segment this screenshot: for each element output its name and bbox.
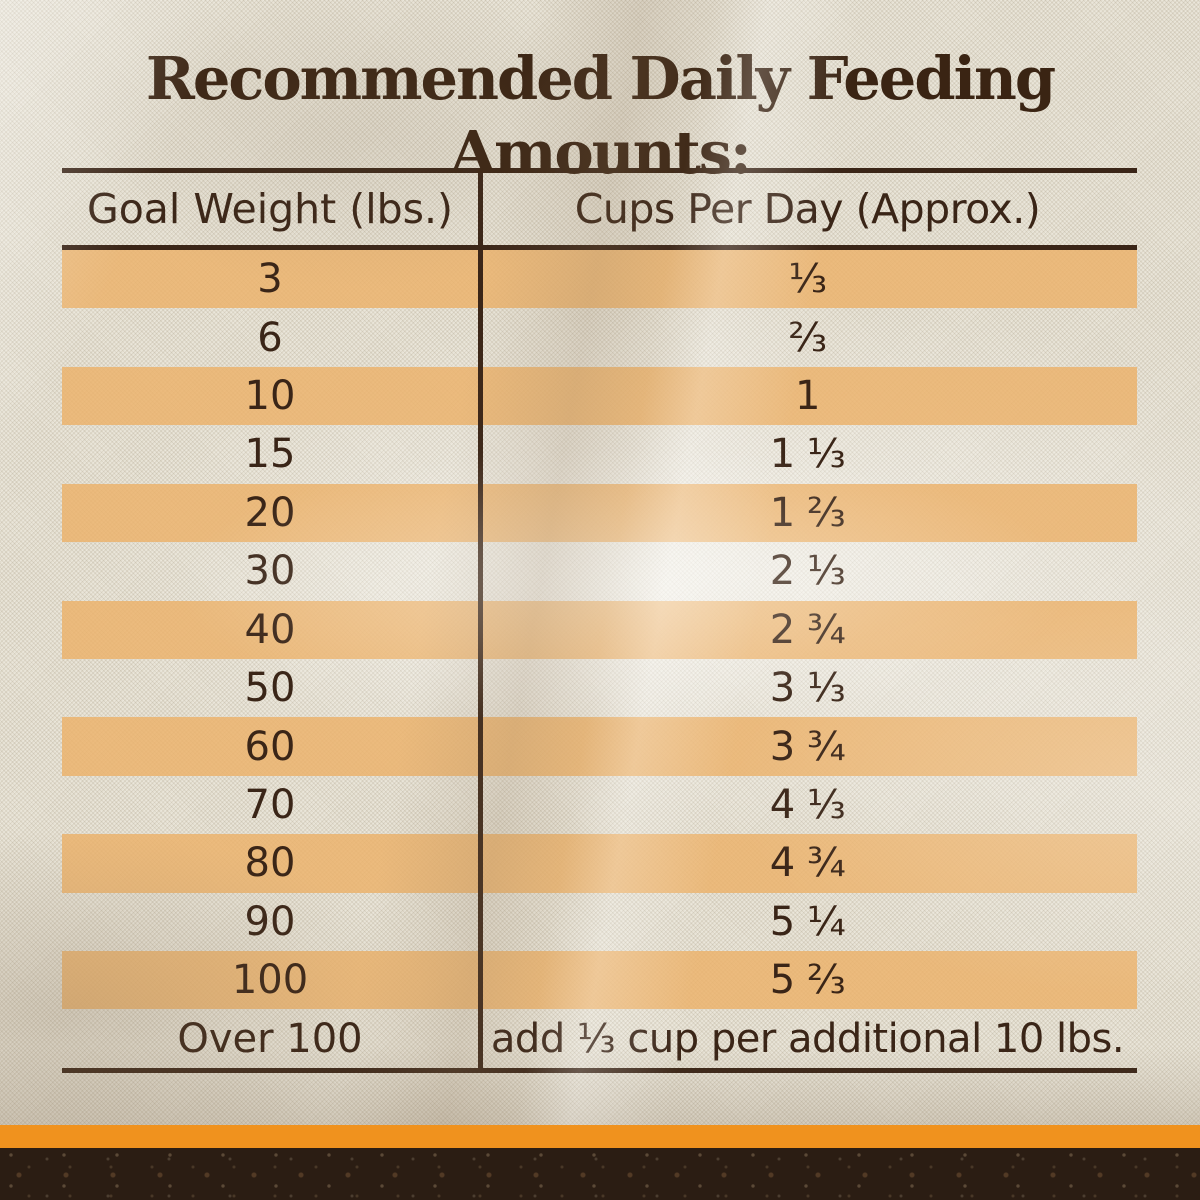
cups-per-day-cell: 5 ⅔ [769, 957, 846, 1004]
goal-weight-cell: 80 [244, 840, 296, 887]
table-row: Over 100 add ⅓ cup per additional 10 lbs… [62, 1009, 1137, 1067]
goal-weight-cell: 70 [244, 782, 296, 828]
goal-weight-cell: 100 [231, 957, 309, 1004]
cups-per-day-cell: 3 ¾ [769, 723, 846, 770]
column-header-cups-per-day: Cups Per Day (Approx.) [574, 185, 1041, 233]
table-row: 100 5 ⅔ [62, 951, 1137, 1010]
table-row: 15 1 ⅓ [62, 425, 1137, 483]
table-row: 60 3 ¾ [62, 717, 1137, 776]
table-row: 6 ⅔ [62, 308, 1137, 366]
goal-weight-cell: 10 [244, 373, 296, 420]
table-row: 3 ⅓ [62, 250, 1137, 309]
table-row: 20 1 ⅔ [62, 483, 1137, 543]
cups-per-day-cell: 1 [795, 373, 820, 420]
cups-per-day-cell: 4 ¾ [769, 840, 846, 887]
goal-weight-cell: 90 [244, 898, 296, 945]
column-header-goal-weight: Goal Weight (lbs.) [86, 185, 454, 233]
table-row: 90 5 ¼ [62, 893, 1137, 951]
goal-weight-cell: 60 [244, 723, 296, 770]
orange-accent-bar [0, 1125, 1200, 1148]
table-row: 50 3 ⅓ [62, 659, 1137, 717]
goal-weight-cell: 6 [257, 314, 283, 361]
goal-weight-cell: Over 100 [177, 1015, 363, 1062]
table-row: 10 1 [62, 366, 1137, 426]
goal-weight-cell: 3 [257, 256, 283, 303]
goal-weight-cell: 20 [244, 489, 296, 536]
cups-per-day-cell: 4 ⅓ [769, 782, 846, 828]
table-rows: 3 ⅓ 6 ⅔ 10 1 15 1 ⅓ 20 1 ⅔ 30 2 ⅓ 40 2 ¾… [62, 250, 1137, 1073]
soil-texture-strip [0, 1148, 1200, 1200]
goal-weight-cell: 15 [244, 431, 296, 478]
table-row: 40 2 ¾ [62, 600, 1137, 659]
cups-per-day-cell: 5 ¼ [769, 898, 846, 945]
goal-weight-cell: 30 [244, 548, 296, 595]
table-row: 80 4 ¾ [62, 834, 1137, 893]
table-row: 70 4 ⅓ [62, 776, 1137, 834]
cups-per-day-cell: 2 ¾ [769, 606, 846, 653]
cups-per-day-cell: 3 ⅓ [769, 665, 846, 712]
goal-weight-cell: 50 [244, 665, 296, 712]
cups-per-day-cell: ⅔ [788, 314, 827, 361]
goal-weight-cell: 40 [244, 606, 296, 653]
table-header-row: Goal Weight (lbs.) Cups Per Day (Approx.… [62, 168, 1137, 250]
table-row: 30 2 ⅓ [62, 542, 1137, 600]
cups-per-day-cell: 1 ⅓ [769, 431, 846, 478]
cups-per-day-cell: 2 ⅓ [769, 548, 846, 595]
cups-per-day-cell: 1 ⅔ [769, 489, 846, 536]
cups-per-day-cell: ⅓ [788, 256, 827, 303]
page-title: Recommended Daily Feeding Amounts: [145, 44, 1056, 187]
cups-per-day-cell: add ⅓ cup per additional 10 lbs. [490, 1015, 1125, 1062]
feeding-amounts-table: Goal Weight (lbs.) Cups Per Day (Approx.… [62, 168, 1137, 1073]
column-divider-line [478, 168, 483, 1073]
